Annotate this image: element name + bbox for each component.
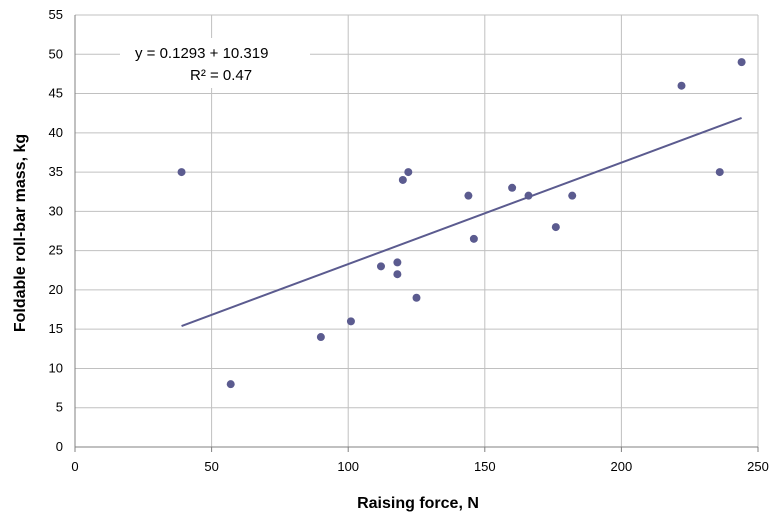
y-tick-label: 45 bbox=[49, 86, 63, 101]
x-tick-label: 250 bbox=[747, 459, 769, 474]
x-tick-labels: 0 50 100 150 200 250 bbox=[71, 459, 768, 474]
data-point bbox=[226, 380, 235, 389]
y-tick-label: 15 bbox=[49, 321, 63, 336]
data-point bbox=[568, 191, 577, 200]
equation-background bbox=[120, 38, 310, 88]
y-tick-label: 20 bbox=[49, 282, 63, 297]
data-point bbox=[464, 191, 473, 200]
y-axis-title: Foldable roll-bar mass, kg bbox=[12, 134, 29, 332]
data-point bbox=[177, 168, 186, 177]
data-point bbox=[393, 258, 402, 267]
trendline bbox=[181, 116, 742, 327]
data-point bbox=[398, 175, 407, 184]
x-tick-label: 100 bbox=[337, 459, 359, 474]
data-point bbox=[404, 168, 413, 177]
data-point bbox=[524, 191, 533, 200]
data-point bbox=[469, 234, 478, 243]
x-axis-title: Raising force, N bbox=[357, 495, 479, 512]
y-tick-label: 55 bbox=[49, 7, 63, 22]
data-point bbox=[715, 168, 724, 177]
data-points bbox=[177, 58, 746, 389]
x-tick-label: 0 bbox=[71, 459, 78, 474]
x-tick-label: 50 bbox=[204, 459, 218, 474]
data-point bbox=[393, 270, 402, 279]
y-tick-label: 10 bbox=[49, 360, 63, 375]
data-point bbox=[737, 58, 746, 67]
data-point bbox=[412, 293, 421, 302]
x-tick-label: 150 bbox=[474, 459, 496, 474]
y-tick-label: 30 bbox=[49, 203, 63, 218]
axes bbox=[74, 15, 759, 452]
y-tick-label: 40 bbox=[49, 125, 63, 140]
y-tick-label: 0 bbox=[56, 439, 63, 454]
data-point bbox=[376, 262, 385, 271]
y-tick-label: 35 bbox=[49, 164, 63, 179]
y-tick-label: 5 bbox=[56, 400, 63, 415]
trendline-group bbox=[181, 116, 742, 327]
data-point bbox=[316, 333, 325, 342]
x-tick-label: 200 bbox=[611, 459, 633, 474]
data-point bbox=[677, 81, 686, 90]
data-point bbox=[346, 317, 355, 326]
data-point bbox=[551, 223, 560, 232]
y-tick-label: 50 bbox=[49, 46, 63, 61]
trendline-r-squared: R² = 0.47 bbox=[190, 67, 252, 84]
y-tick-labels: 0 5 10 15 20 25 30 35 40 45 50 55 bbox=[49, 7, 63, 454]
trendline-equation: y = 0.1293 + 10.319 bbox=[135, 45, 268, 62]
data-point bbox=[508, 183, 517, 192]
y-tick-label: 25 bbox=[49, 243, 63, 258]
